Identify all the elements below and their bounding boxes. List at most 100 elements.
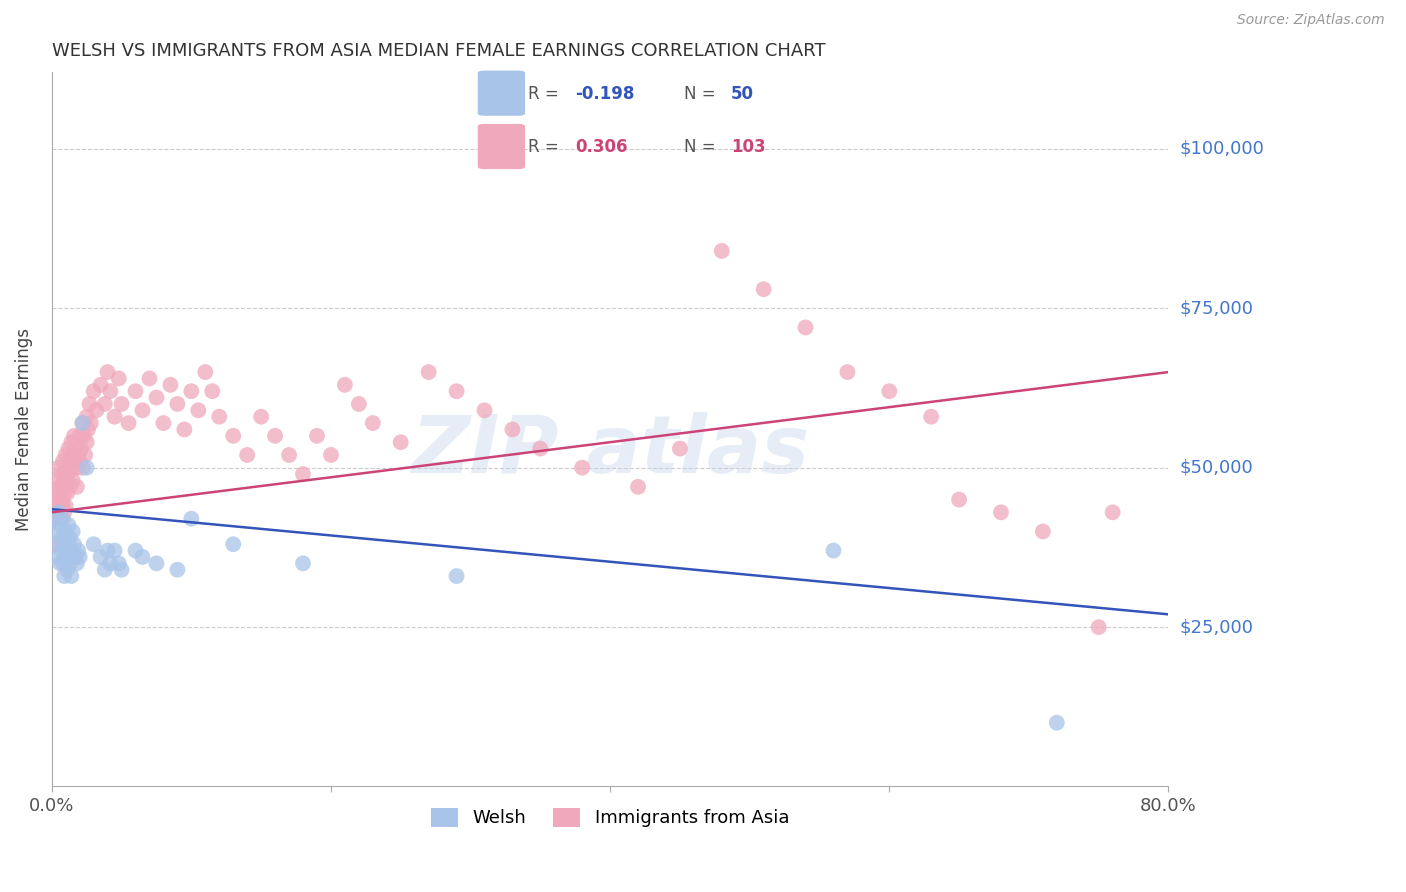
Point bbox=[55, 524, 77, 539]
Point bbox=[124, 543, 146, 558]
Point bbox=[65, 549, 87, 564]
Point bbox=[72, 416, 94, 430]
Point bbox=[107, 557, 129, 571]
Point bbox=[53, 467, 76, 481]
Point bbox=[94, 563, 117, 577]
Point bbox=[124, 384, 146, 399]
Point bbox=[60, 460, 83, 475]
Point bbox=[94, 397, 117, 411]
Point bbox=[292, 467, 315, 481]
Point bbox=[73, 429, 96, 443]
FancyBboxPatch shape bbox=[478, 70, 524, 116]
Point bbox=[166, 397, 188, 411]
Point bbox=[292, 557, 315, 571]
Point bbox=[145, 557, 167, 571]
Point bbox=[75, 448, 97, 462]
Point bbox=[823, 543, 845, 558]
Point bbox=[79, 397, 101, 411]
Text: WELSH VS IMMIGRANTS FROM ASIA MEDIAN FEMALE EARNINGS CORRELATION CHART: WELSH VS IMMIGRANTS FROM ASIA MEDIAN FEM… bbox=[52, 42, 825, 60]
Point bbox=[60, 569, 83, 583]
Point bbox=[194, 365, 217, 379]
Point bbox=[49, 480, 72, 494]
Point bbox=[46, 474, 69, 488]
Point bbox=[52, 499, 75, 513]
Point bbox=[66, 557, 89, 571]
Point bbox=[70, 442, 93, 456]
Point bbox=[56, 563, 79, 577]
Point bbox=[58, 518, 80, 533]
Point bbox=[920, 409, 942, 424]
Point bbox=[446, 384, 468, 399]
Point bbox=[62, 448, 84, 462]
Text: R =: R = bbox=[529, 138, 564, 156]
Text: N =: N = bbox=[683, 138, 720, 156]
Point bbox=[60, 435, 83, 450]
Point bbox=[59, 480, 82, 494]
Point bbox=[794, 320, 817, 334]
Point bbox=[51, 512, 73, 526]
Point bbox=[44, 537, 66, 551]
Point bbox=[51, 531, 73, 545]
Text: 103: 103 bbox=[731, 138, 765, 156]
Point bbox=[46, 537, 69, 551]
Point bbox=[100, 557, 122, 571]
Point bbox=[571, 460, 593, 475]
Point bbox=[49, 518, 72, 533]
Point bbox=[501, 422, 523, 436]
Point bbox=[67, 543, 90, 558]
Point bbox=[65, 442, 87, 456]
Point bbox=[1087, 620, 1109, 634]
Point bbox=[222, 537, 245, 551]
Point bbox=[76, 435, 98, 450]
Point bbox=[45, 492, 67, 507]
Point bbox=[45, 524, 67, 539]
Point bbox=[67, 448, 90, 462]
Point bbox=[166, 563, 188, 577]
Text: Source: ZipAtlas.com: Source: ZipAtlas.com bbox=[1237, 13, 1385, 28]
Point bbox=[138, 371, 160, 385]
Point bbox=[69, 549, 91, 564]
Point bbox=[110, 563, 132, 577]
Point bbox=[159, 377, 181, 392]
Point bbox=[51, 492, 73, 507]
Point bbox=[52, 480, 75, 494]
Point bbox=[264, 429, 287, 443]
Point bbox=[446, 569, 468, 583]
Point bbox=[83, 537, 105, 551]
Point bbox=[103, 543, 125, 558]
Text: R =: R = bbox=[529, 85, 564, 103]
Point bbox=[361, 416, 384, 430]
Point bbox=[46, 499, 69, 513]
Point bbox=[72, 416, 94, 430]
Point bbox=[58, 442, 80, 456]
Point bbox=[69, 429, 91, 443]
Point bbox=[187, 403, 209, 417]
Point bbox=[55, 499, 77, 513]
Point bbox=[52, 512, 75, 526]
Point bbox=[56, 486, 79, 500]
Point bbox=[250, 409, 273, 424]
Point bbox=[222, 429, 245, 443]
Text: -0.198: -0.198 bbox=[575, 85, 636, 103]
Point bbox=[208, 409, 231, 424]
Point bbox=[110, 397, 132, 411]
Point bbox=[90, 549, 112, 564]
Point bbox=[145, 391, 167, 405]
Point bbox=[990, 505, 1012, 519]
Text: 0.306: 0.306 bbox=[575, 138, 628, 156]
Point bbox=[58, 467, 80, 481]
Point bbox=[55, 448, 77, 462]
Text: 50: 50 bbox=[731, 85, 754, 103]
Point bbox=[333, 377, 356, 392]
Text: $50,000: $50,000 bbox=[1180, 458, 1253, 476]
Point bbox=[56, 460, 79, 475]
Point bbox=[278, 448, 301, 462]
Point bbox=[60, 543, 83, 558]
Point bbox=[44, 512, 66, 526]
Point bbox=[59, 557, 82, 571]
Point bbox=[710, 244, 733, 258]
Point bbox=[97, 543, 120, 558]
Point bbox=[948, 492, 970, 507]
Text: $75,000: $75,000 bbox=[1180, 300, 1254, 318]
Point bbox=[66, 460, 89, 475]
